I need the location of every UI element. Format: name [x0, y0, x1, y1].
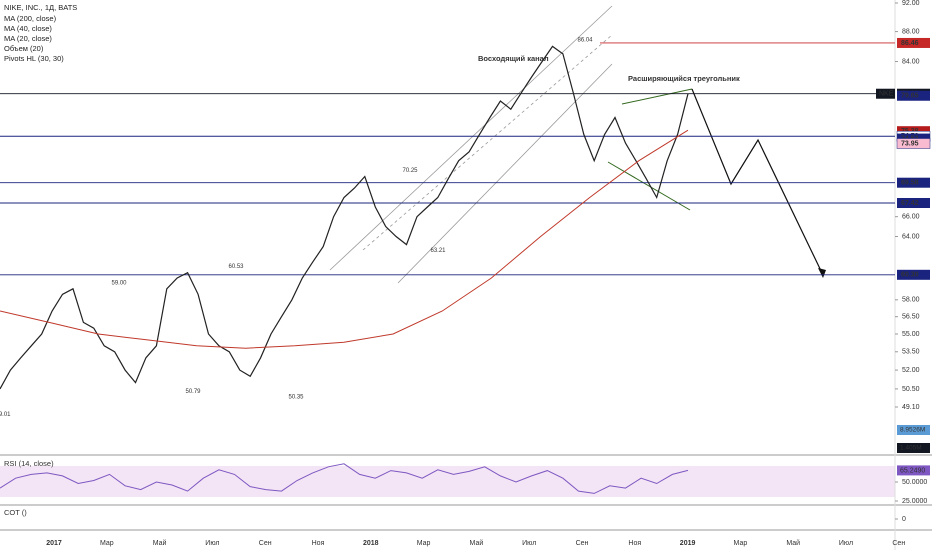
symbol-label: NKE [879, 91, 894, 98]
x-tick-label: 2018 [363, 540, 379, 547]
y-tick-label: 53.50 [902, 349, 920, 356]
x-tick-label: Мар [734, 540, 748, 547]
rsi-badge [897, 465, 930, 476]
peak-label: 60.53 [228, 264, 244, 270]
y-tick-label: 92.00 [902, 0, 920, 7]
y-tick-label: 50.50 [902, 386, 920, 393]
volume-badge [897, 443, 930, 453]
indicator-label: Pivots HL (30, 30) [4, 54, 64, 63]
cot-tick-label: 0 [902, 516, 906, 523]
level-badge [897, 177, 930, 188]
peak-label: 86.04 [577, 38, 593, 44]
level-label: 69.58 [901, 180, 919, 187]
channel [329, 5, 613, 284]
rsi-last-label: 65.2490 [900, 467, 925, 474]
title: NIKE, INC., 1Д, BATS [4, 3, 77, 12]
ma-line [0, 129, 689, 349]
level-badge [897, 37, 930, 48]
x-tick-label: Ноя [312, 540, 325, 547]
x-tick-label: Сен [892, 540, 905, 547]
volume-label: 8.9526M [900, 427, 925, 434]
indicator-label: MA (20, close) [4, 34, 52, 43]
level-label: 79.65 [901, 93, 919, 100]
peak-label: 49.01 [0, 412, 11, 418]
arrow-head [818, 268, 826, 278]
legend: NIKE, INC., 1Д, BATS MA (200, close)MA (… [4, 3, 77, 63]
y-tick-label: 84.00 [902, 58, 920, 65]
price-line [0, 45, 689, 390]
level-badge [896, 138, 931, 149]
cot-title: COT () [4, 508, 27, 517]
peak-label: 50.79 [185, 389, 201, 395]
rsi-band [0, 466, 895, 497]
y-tick-label: 58.00 [902, 297, 920, 304]
symbol-badge [876, 88, 895, 99]
peak-label: 59.00 [111, 280, 127, 286]
volume-badge [897, 425, 930, 435]
x-tick-label: Сен [576, 540, 589, 547]
triangle [607, 88, 693, 211]
x-tick-label: Июл [522, 540, 536, 547]
x-tick-label: 2017 [46, 540, 62, 547]
x-tick-label: Мар [100, 540, 114, 547]
x-tick-label: Май [470, 539, 484, 547]
level-label: 73.95 [901, 140, 919, 147]
peak-label: 50.35 [288, 394, 304, 400]
x-tick-label: 2019 [680, 540, 696, 547]
y-tick-label: 88.00 [902, 28, 920, 35]
indicator-label: Объем (20) [4, 44, 44, 53]
x-tick-label: Май [786, 539, 800, 547]
level-label: 67.42 [901, 200, 919, 207]
y-tick-label: 55.00 [902, 331, 920, 338]
y-tick-label: 56.50 [902, 314, 920, 321]
peak-label: 70.25 [402, 168, 418, 174]
x-tick-label: Июл [205, 540, 219, 547]
volume-label: 1.405M [900, 445, 922, 452]
rsi-title: RSI (14, close) [4, 459, 54, 468]
x-tick-label: Июл [839, 540, 853, 547]
x-tick-label: Май [153, 539, 167, 547]
annotation: Восходящий канал [478, 54, 549, 63]
peak-label: 63.21 [430, 248, 446, 254]
y-tick-label: 49.10 [902, 404, 920, 411]
annotation: Расширяющийся треугольник [628, 74, 740, 83]
level-label: 86.46 [901, 40, 919, 47]
level-badge [897, 197, 930, 208]
y-tick-label: 66.00 [902, 214, 920, 221]
rsi-tick-label: 50.0000 [902, 479, 927, 486]
y-tick-label: 64.00 [902, 233, 920, 240]
x-tick-label: Мар [417, 540, 431, 547]
rsi-tick-label: 25.0000 [902, 498, 927, 505]
level-label: 60.30 [901, 272, 919, 279]
indicator-label: MA (200, close) [4, 14, 57, 23]
x-tick-label: Ноя [628, 540, 641, 547]
level-badge [897, 90, 930, 101]
indicator-label: MA (40, close) [4, 24, 52, 33]
x-tick-label: Сен [259, 540, 272, 547]
y-tick-label: 52.00 [902, 367, 920, 374]
rsi-line [0, 463, 689, 494]
level-badge [897, 269, 930, 280]
